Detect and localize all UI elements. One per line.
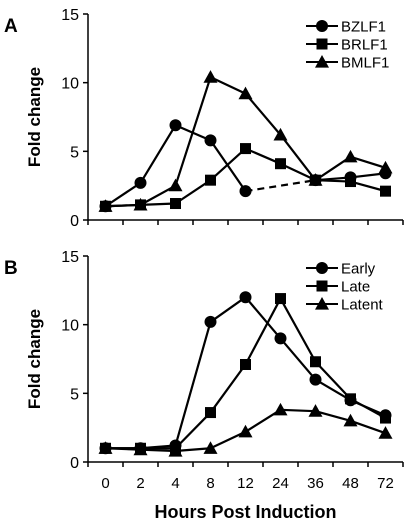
data-point-bmlf1: [168, 178, 183, 192]
x-axis-label: Hours Post Induction: [155, 502, 337, 522]
y-tick-label: 0: [70, 213, 79, 230]
data-point-bmlf1: [273, 127, 288, 141]
data-point-bmlf1: [308, 173, 323, 186]
series-bzlf1: [99, 119, 392, 213]
legend-label-late: Late: [341, 279, 370, 296]
data-point-bzlf1: [204, 134, 217, 147]
data-point-bmlf1: [343, 149, 358, 163]
x-tick-label: 8: [206, 475, 214, 492]
data-point-bmlf1: [378, 160, 393, 174]
data-point-late: [380, 412, 391, 424]
data-point-brlf1: [240, 143, 251, 155]
y-axis-label: Fold change: [25, 67, 44, 167]
y-tick-label: 0: [70, 455, 79, 472]
data-point-latent: [308, 404, 323, 417]
series-latent: [98, 402, 393, 457]
x-tick-label: 12: [237, 475, 254, 492]
data-point-late: [205, 407, 216, 419]
data-point-late: [345, 393, 356, 405]
legend-marker-latent: [315, 297, 329, 310]
legend-label-latent: Latent: [341, 297, 384, 314]
data-point-brlf1: [275, 158, 286, 170]
x-tick-label: 4: [171, 475, 179, 492]
data-point-brlf1: [170, 198, 181, 210]
data-point-latent: [168, 444, 183, 457]
x-tick-label: 24: [272, 475, 289, 492]
legend-label-early: Early: [341, 261, 376, 278]
data-point-latent: [273, 402, 288, 416]
y-tick-label: 5: [70, 386, 79, 403]
data-point-late: [240, 358, 251, 370]
x-tick-label: 72: [377, 475, 394, 492]
y-tick-label: 15: [61, 7, 79, 24]
legend-label-bzlf1: BZLF1: [341, 19, 386, 36]
data-point-bzlf1: [239, 185, 252, 198]
legend-marker-brlf1: [316, 38, 328, 50]
data-point-early: [309, 373, 322, 386]
y-tick-label: 15: [61, 249, 79, 266]
data-point-bmlf1: [133, 197, 148, 211]
data-point-bzlf1: [169, 119, 182, 132]
data-point-latent: [133, 442, 148, 456]
data-point-latent: [98, 441, 113, 454]
data-point-late: [275, 293, 286, 305]
series-gap-dashed-bzlf1: [245, 179, 316, 193]
data-point-early: [274, 332, 287, 345]
legend-marker-bmlf1: [315, 55, 329, 68]
data-point-bmlf1: [98, 199, 113, 212]
data-point-latent: [203, 441, 218, 454]
x-tick-label: 0: [101, 475, 109, 492]
data-point-early: [239, 291, 252, 304]
data-point-latent: [238, 424, 253, 438]
data-point-brlf1: [205, 174, 216, 186]
series-bmlf1: [98, 70, 393, 212]
data-point-latent: [343, 413, 358, 427]
y-tick-label: 10: [61, 76, 79, 93]
legend-marker-early: [316, 262, 328, 274]
x-tick-label: 36: [307, 475, 324, 492]
data-point-bmlf1: [203, 70, 218, 83]
x-tick-label: 48: [342, 475, 359, 492]
legend-marker-late: [316, 280, 328, 292]
x-tick-label: 2: [136, 475, 144, 492]
y-axis-label: Fold change: [25, 309, 44, 409]
y-tick-label: 5: [70, 144, 79, 161]
data-point-early: [204, 315, 217, 328]
data-point-bzlf1: [134, 176, 147, 189]
panel-letter-a: A: [4, 16, 18, 37]
data-point-brlf1: [380, 185, 391, 197]
series-line-bzlf1: [104, 124, 247, 208]
data-point-latent: [378, 426, 393, 439]
data-point-late: [310, 356, 321, 368]
data-point-brlf1: [345, 176, 356, 188]
data-point-bmlf1: [238, 86, 253, 100]
legend-label-brlf1: BRLF1: [341, 37, 388, 54]
y-tick-label: 10: [61, 318, 79, 335]
legend-label-bmlf1: BMLF1: [341, 55, 389, 72]
legend-marker-bzlf1: [316, 20, 328, 32]
panel-letter-b: B: [4, 258, 18, 279]
